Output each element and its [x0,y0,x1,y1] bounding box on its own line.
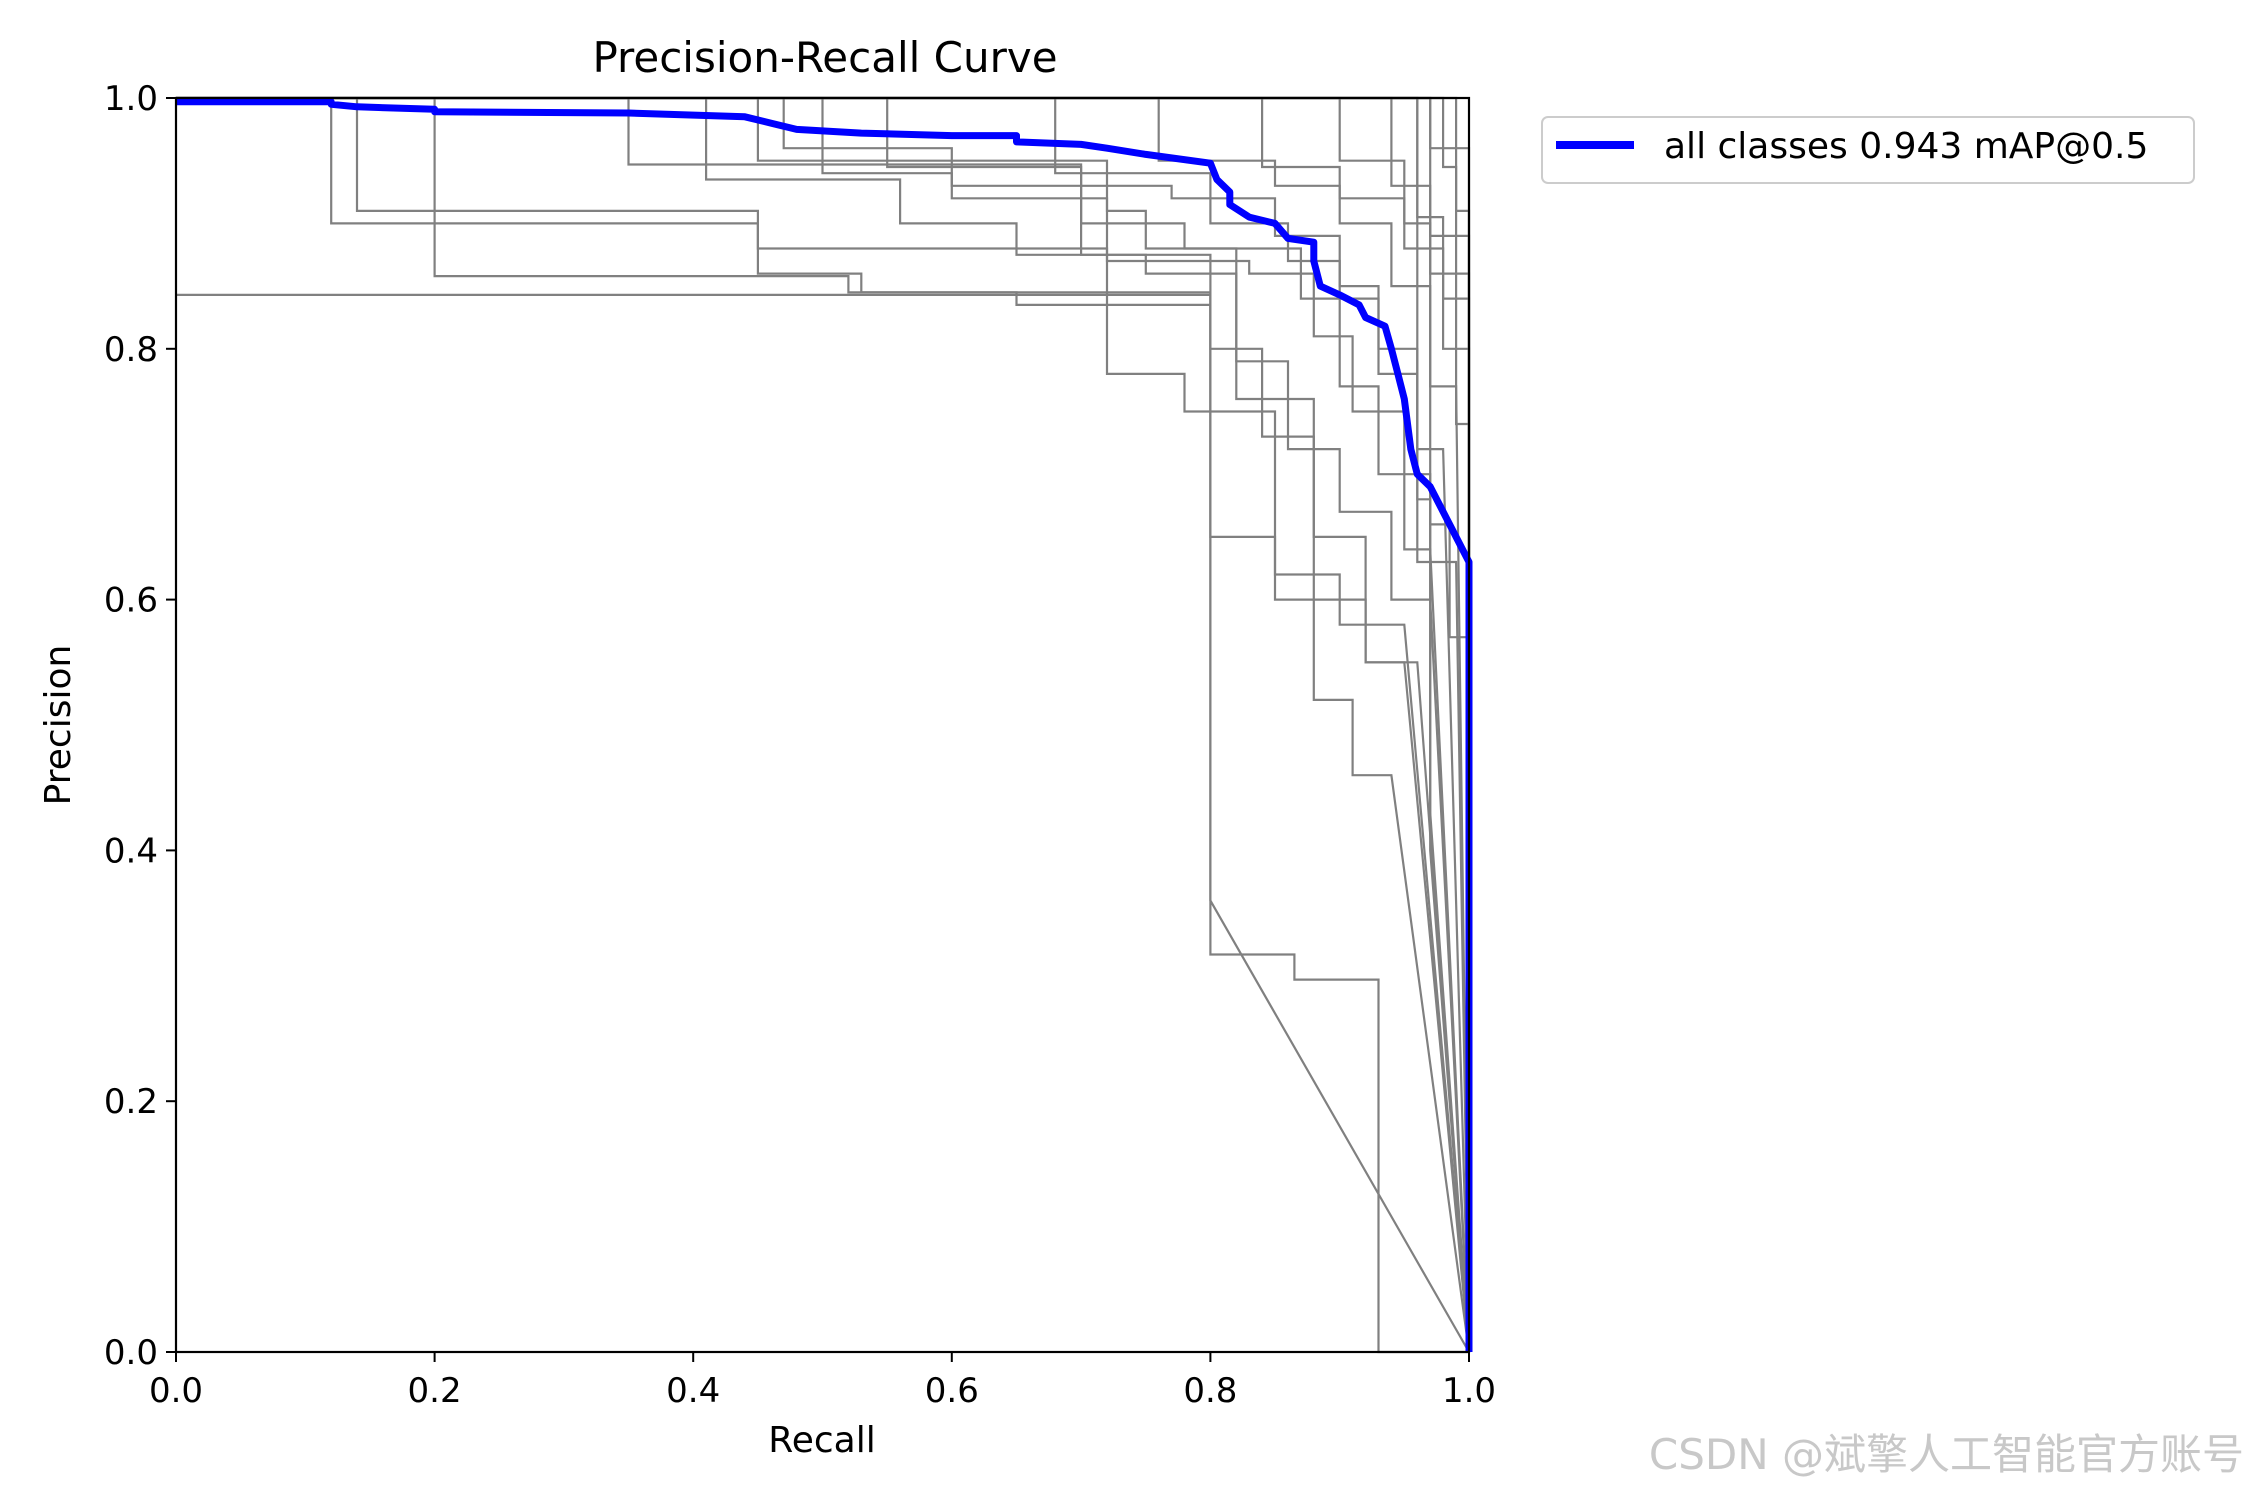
class-curve-15 [176,96,1471,1352]
class-curve-11 [176,96,1471,1353]
class-curve-19 [176,96,1471,1352]
y-tick-label: 1.0 [104,79,158,119]
class-curve-4 [176,96,1470,1353]
class-curve-7 [176,96,1471,1353]
y-tick-label: 0.2 [104,1082,158,1122]
class-curves-group [176,96,1471,1354]
x-tick-label: 0.8 [1183,1371,1237,1411]
class-curve-12 [176,96,1471,1353]
class-curve-18 [176,96,1471,1352]
class-curve-3 [176,96,1471,1353]
main-curve-group [176,98,1473,1352]
class-curve-20 [176,96,1471,1352]
y-tick-label: 0.4 [104,831,158,871]
class-curve-9 [176,96,1471,1353]
y-axis-ticks: 0.0 0.2 0.4 0.6 0.8 1.0 [104,79,176,1373]
class-curve-6 [176,96,1471,1353]
x-axis-label: Recall [768,1420,875,1461]
class-curve-8 [176,96,1471,1353]
y-tick-label: 0.6 [104,581,158,621]
watermark-text: CSDN @斌擎人工智能官方账号 [1648,1430,2244,1479]
class-curve-21 [176,96,1471,1353]
y-tick-label: 0.8 [104,330,158,370]
legend-label-all-classes: all classes 0.943 mAP@0.5 [1664,126,2148,167]
chart-title: Precision-Recall Curve [592,33,1057,82]
class-curve-14 [176,96,1471,1352]
class-curve-2 [176,96,1471,1353]
class-curve-16 [176,96,1471,1352]
main-curve-all-classes [176,98,1473,1352]
x-tick-label: 0.2 [408,1371,462,1411]
class-curve-10 [176,96,1471,1353]
y-axis-label: Precision [38,645,79,806]
y-tick-label: 0.0 [104,1333,158,1373]
x-tick-label: 0.6 [925,1371,979,1411]
legend: all classes 0.943 mAP@0.5 [1541,116,2195,184]
x-tick-label: 1.0 [1442,1371,1496,1411]
x-tick-label: 0.4 [666,1371,720,1411]
x-axis-ticks: 0.0 0.2 0.4 0.6 0.8 1.0 [149,1352,1496,1411]
class-curve-5 [176,96,1471,1353]
legend-box [1541,116,2195,184]
class-curve-17 [176,96,1471,1352]
x-tick-label: 0.0 [149,1371,203,1411]
class-curve-13 [176,96,1471,1352]
plot-area-frame [174,96,1471,1354]
